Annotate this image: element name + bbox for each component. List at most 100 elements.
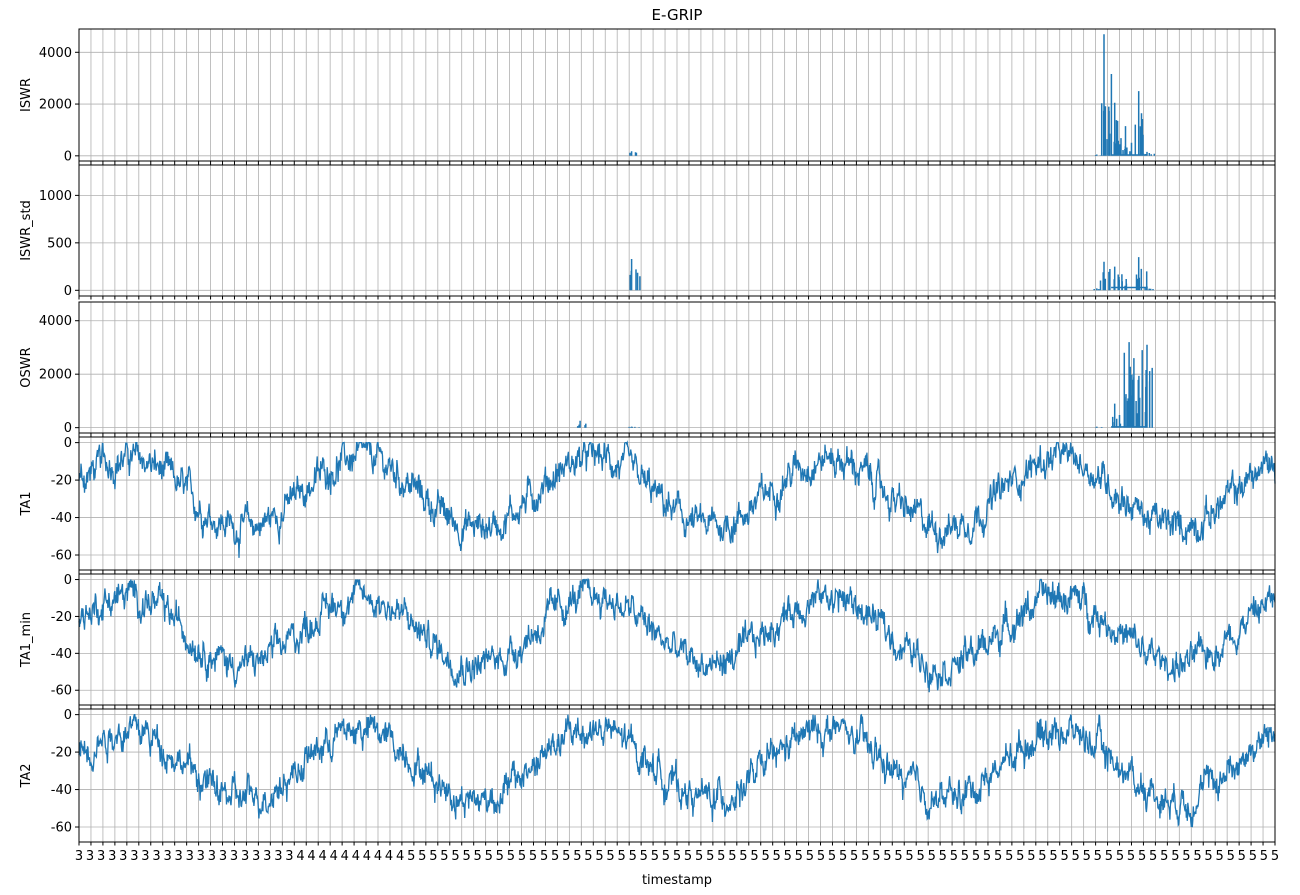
x-tick-label: 5: [662, 849, 670, 864]
x-tick-label: 5: [1149, 849, 1157, 864]
x-tick-label: 4: [385, 849, 393, 864]
x-tick-label: 5: [629, 849, 637, 864]
x-tick-label: 5: [429, 849, 437, 864]
x-tick-label: 3: [274, 849, 282, 864]
x-tick-label: 4: [341, 849, 349, 864]
x-tick-label: 3: [208, 849, 216, 864]
y-tick-label: 4000: [39, 46, 72, 61]
x-tick-label: 5: [485, 849, 493, 864]
y-tick-label: 0: [64, 421, 72, 436]
x-tick-label: 3: [252, 849, 260, 864]
x-tick-label: 3: [97, 849, 105, 864]
y-tick-label: -60: [51, 684, 72, 699]
x-tick-label: 5: [806, 849, 814, 864]
y-tick-label: 2000: [39, 368, 72, 383]
x-tick-label: 5: [850, 849, 858, 864]
x-tick-label: 5: [540, 849, 548, 864]
y-tick-label: -20: [51, 610, 72, 625]
x-axis-label: timestamp: [642, 873, 712, 888]
y-axis-label: ISWR: [19, 78, 34, 112]
x-tick-label: 5: [1204, 849, 1212, 864]
x-tick-label: 5: [1215, 849, 1223, 864]
y-axis-label: TA2: [19, 763, 34, 788]
x-tick-label: 3: [263, 849, 271, 864]
x-tick-label: 5: [562, 849, 570, 864]
y-tick-label: 1000: [39, 189, 72, 204]
x-tick-label: 3: [219, 849, 227, 864]
x-tick-label: 5: [595, 849, 603, 864]
panel-iswr-std: 0 500 1000 ISWR_std: [19, 164, 1276, 300]
x-tick-label: 5: [784, 849, 792, 864]
x-tick-label: 5: [695, 849, 703, 864]
x-tick-label: 5: [418, 849, 426, 864]
x-tick-label: 5: [474, 849, 482, 864]
x-tick-label: 5: [706, 849, 714, 864]
x-tick-label: 5: [1171, 849, 1179, 864]
y-tick-label: 0: [64, 436, 72, 451]
x-tick-label: 5: [640, 849, 648, 864]
x-tick-label: 5: [1182, 849, 1190, 864]
x-tick-label: 5: [551, 849, 559, 864]
x-tick-label: 4: [307, 849, 315, 864]
panel-ta2: -60 -40 -20 0 TA2: [19, 708, 1276, 846]
y-tick-label: 0: [64, 708, 72, 723]
x-tick-label: 5: [462, 849, 470, 864]
x-tick-label: 5: [407, 849, 415, 864]
x-tick-label: 5: [761, 849, 769, 864]
x-tick-label: 5: [839, 849, 847, 864]
y-tick-label: 0: [64, 573, 72, 588]
x-tick-label: 5: [717, 849, 725, 864]
series-line: [78, 713, 1276, 828]
x-tick-label: 5: [739, 849, 747, 864]
x-tick-label: 5: [983, 849, 991, 864]
x-tick-label: 5: [994, 849, 1002, 864]
x-tick-label: 3: [141, 849, 149, 864]
y-tick-label: -60: [51, 821, 72, 836]
x-tick-label: 5: [861, 849, 869, 864]
x-tick-label: 4: [363, 849, 371, 864]
x-tick-label: 5: [1271, 849, 1279, 864]
x-tick-label: 5: [894, 849, 902, 864]
x-tick-label: 5: [1138, 849, 1146, 864]
y-tick-label: 4000: [39, 314, 72, 329]
x-tick-label: 5: [928, 849, 936, 864]
x-tick-label: 3: [163, 849, 171, 864]
x-tick-label: 5: [518, 849, 526, 864]
x-tick-label: 5: [939, 849, 947, 864]
x-tick-label: 5: [1227, 849, 1235, 864]
x-tick-label: 3: [75, 849, 83, 864]
panel-iswr: 0 2000 4000 ISWR: [19, 28, 1276, 165]
x-tick-label: 4: [396, 849, 404, 864]
panel-ta1: -60 -40 -20 0 TA1: [19, 436, 1276, 574]
chart-title: E-GRIP: [652, 6, 703, 24]
y-tick-label: -60: [51, 549, 72, 564]
x-tick-label: 5: [872, 849, 880, 864]
x-tick-label: 5: [617, 849, 625, 864]
x-tick-label: 5: [1127, 849, 1135, 864]
x-tick-label: 5: [496, 849, 504, 864]
y-tick-label: 500: [47, 236, 72, 251]
x-tick-label: 3: [175, 849, 183, 864]
x-tick-label: 5: [773, 849, 781, 864]
x-tick-label: 5: [1038, 849, 1046, 864]
x-tick-label: 5: [972, 849, 980, 864]
x-tick-label: 5: [529, 849, 537, 864]
x-tick-label: 4: [352, 849, 360, 864]
y-tick-label: 2000: [39, 98, 72, 113]
x-tick-label: 3: [108, 849, 116, 864]
x-tick-label: 5: [1060, 849, 1068, 864]
x-tick-label: 5: [750, 849, 758, 864]
series-line: [576, 342, 1153, 428]
x-tick-label: 3: [197, 849, 205, 864]
x-tick-label: 5: [1016, 849, 1024, 864]
y-axis-label: ISWR_std: [19, 200, 34, 261]
x-tick-label: 5: [1105, 849, 1113, 864]
x-tick-label: 5: [1116, 849, 1124, 864]
series-line: [629, 257, 1154, 291]
x-tick-label: 5: [1249, 849, 1257, 864]
x-tick-label: 5: [795, 849, 803, 864]
x-tick-label: 3: [186, 849, 194, 864]
y-tick-label: 0: [64, 149, 72, 164]
x-tick-label: 3: [152, 849, 160, 864]
